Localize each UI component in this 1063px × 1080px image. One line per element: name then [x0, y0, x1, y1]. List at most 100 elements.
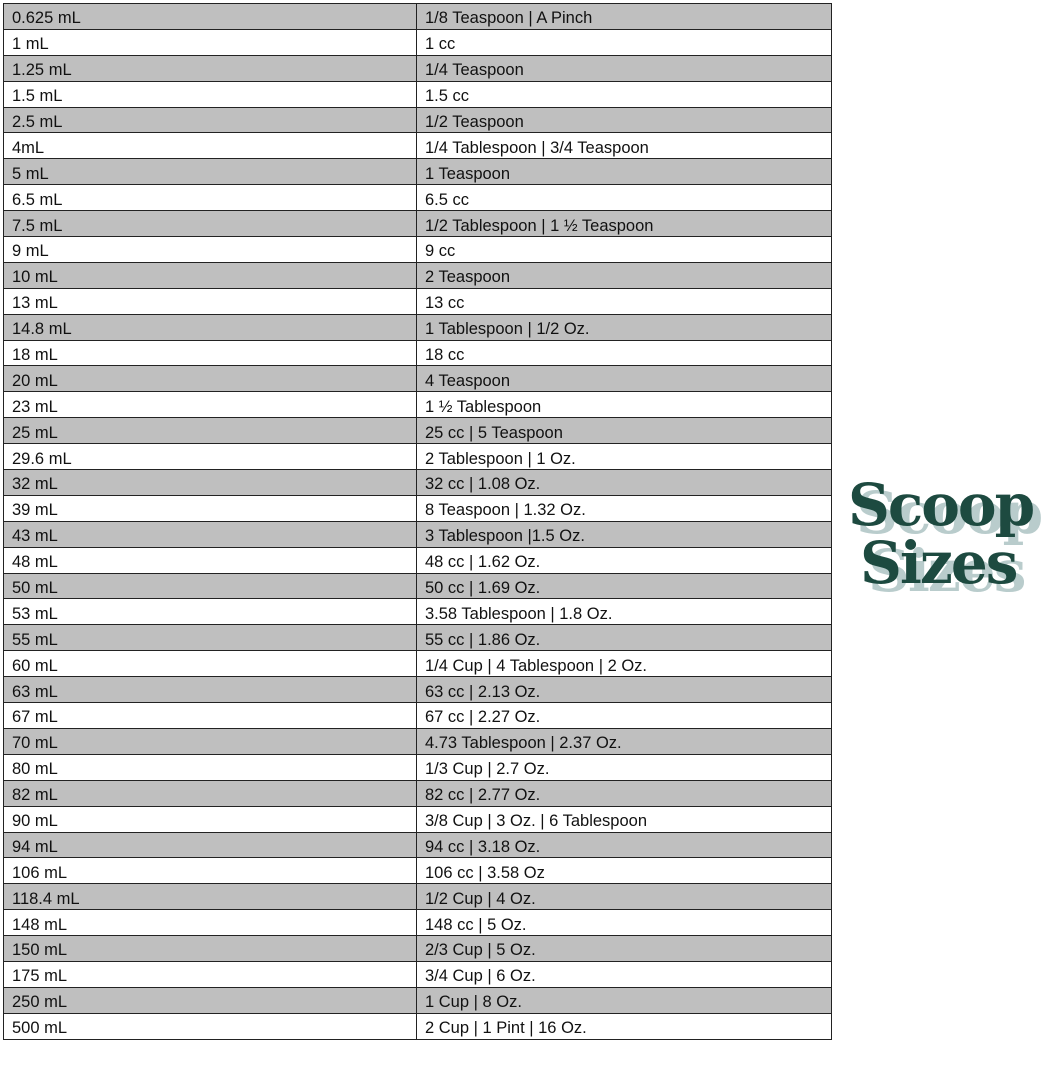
equivalent-cell: 1/8 Teaspoon | A Pinch — [416, 3, 832, 30]
table-row: 18 mL 18 cc — [3, 339, 832, 367]
equivalent-cell: 1/2 Cup | 4 Oz. — [416, 883, 832, 911]
volume-ml-cell: 148 mL — [3, 909, 417, 937]
equivalent-cell: 1/4 Tablespoon | 3/4 Teaspoon — [416, 132, 832, 160]
equivalent-cell: 1/4 Teaspoon — [416, 54, 832, 82]
table-row: 250 mL 1 Cup | 8 Oz. — [3, 986, 832, 1014]
table-row: 5 mL 1 Teaspoon — [3, 158, 832, 186]
volume-ml-cell: 23 mL — [3, 391, 417, 419]
volume-ml-cell: 4mL — [3, 132, 417, 160]
table-row: 60 mL 1/4 Cup | 4 Tablespoon | 2 Oz. — [3, 650, 832, 678]
equivalent-cell: 148 cc | 5 Oz. — [416, 909, 832, 937]
equivalent-cell: 1 Cup | 8 Oz. — [416, 986, 832, 1014]
table-row: 175 mL 3/4 Cup | 6 Oz. — [3, 960, 832, 988]
table-row: 63 mL 63 cc | 2.13 Oz. — [3, 676, 832, 704]
volume-ml-cell: 25 mL — [3, 417, 417, 445]
equivalent-cell: 1.5 cc — [416, 80, 832, 108]
equivalent-cell: 6.5 cc — [416, 184, 832, 212]
volume-ml-cell: 0.625 mL — [3, 3, 417, 30]
table-row: 53 mL 3.58 Tablespoon | 1.8 Oz. — [3, 598, 832, 626]
volume-ml-cell: 60 mL — [3, 650, 417, 678]
volume-ml-cell: 13 mL — [3, 287, 417, 315]
table-row: 6.5 mL 6.5 cc — [3, 184, 832, 212]
equivalent-cell: 1/3 Cup | 2.7 Oz. — [416, 753, 832, 781]
table-row: 43 mL 3 Tablespoon |1.5 Oz. — [3, 520, 832, 548]
table-row: 67 mL 67 cc | 2.27 Oz. — [3, 702, 832, 729]
volume-ml-cell: 1 mL — [3, 28, 417, 56]
table-row: 4mL 1/4 Tablespoon | 3/4 Teaspoon — [3, 132, 832, 160]
volume-ml-cell: 500 mL — [3, 1012, 417, 1040]
equivalent-cell: 2 Teaspoon — [416, 261, 832, 289]
equivalent-cell: 2 Tablespoon | 1 Oz. — [416, 443, 832, 471]
volume-ml-cell: 5 mL — [3, 158, 417, 186]
volume-ml-cell: 2.5 mL — [3, 106, 417, 134]
logo-line-2: Sizes — [860, 529, 1018, 597]
volume-ml-cell: 1.25 mL — [3, 54, 417, 82]
table-row: 1.5 mL 1.5 cc — [3, 80, 832, 108]
table-row: 80 mL 1/3 Cup | 2.7 Oz. — [3, 753, 832, 781]
equivalent-cell: 1/2 Tablespoon | 1 ½ Teaspoon — [416, 210, 832, 238]
volume-ml-cell: 48 mL — [3, 546, 417, 574]
equivalent-cell: 9 cc — [416, 236, 832, 263]
volume-ml-cell: 29.6 mL — [3, 443, 417, 471]
table-row: 0.625 mL 1/8 Teaspoon | A Pinch — [3, 3, 832, 30]
volume-ml-cell: 50 mL — [3, 572, 417, 600]
volume-ml-cell: 82 mL — [3, 779, 417, 807]
scoop-sizes-logo: Scoop Sizes — [846, 474, 1061, 609]
volume-ml-cell: 80 mL — [3, 753, 417, 781]
table-row: 9 mL 9 cc — [3, 236, 832, 263]
table-row: 50 mL 50 cc | 1.69 Oz. — [3, 572, 832, 600]
equivalent-cell: 67 cc | 2.27 Oz. — [416, 702, 832, 729]
table-row: 1 mL 1 cc — [3, 28, 832, 56]
table-row: 150 mL 2/3 Cup | 5 Oz. — [3, 935, 832, 962]
equivalent-cell: 4 Teaspoon — [416, 365, 832, 393]
volume-ml-cell: 150 mL — [3, 935, 417, 962]
table-row: 20 mL 4 Teaspoon — [3, 365, 832, 393]
volume-ml-cell: 14.8 mL — [3, 313, 417, 341]
table-row: 25 mL 25 cc | 5 Teaspoon — [3, 417, 832, 445]
table-row: 10 mL 2 Teaspoon — [3, 261, 832, 289]
table-row: 90 mL 3/8 Cup | 3 Oz. | 6 Tablespoon — [3, 805, 832, 833]
equivalent-cell: 48 cc | 1.62 Oz. — [416, 546, 832, 574]
volume-ml-cell: 67 mL — [3, 702, 417, 729]
table-row: 94 mL 94 cc | 3.18 Oz. — [3, 831, 832, 859]
table-row: 55 mL 55 cc | 1.86 Oz. — [3, 624, 832, 652]
equivalent-cell: 3/8 Cup | 3 Oz. | 6 Tablespoon — [416, 805, 832, 833]
equivalent-cell: 32 cc | 1.08 Oz. — [416, 469, 832, 496]
volume-ml-cell: 250 mL — [3, 986, 417, 1014]
volume-ml-cell: 175 mL — [3, 960, 417, 988]
table-row: 148 mL 148 cc | 5 Oz. — [3, 909, 832, 937]
table-row: 7.5 mL 1/2 Tablespoon | 1 ½ Teaspoon — [3, 210, 832, 238]
table-row: 82 mL 82 cc | 2.77 Oz. — [3, 779, 832, 807]
volume-ml-cell: 1.5 mL — [3, 80, 417, 108]
equivalent-cell: 1 cc — [416, 28, 832, 56]
equivalent-cell: 3 Tablespoon |1.5 Oz. — [416, 520, 832, 548]
equivalent-cell: 25 cc | 5 Teaspoon — [416, 417, 832, 445]
table-row: 1.25 mL 1/4 Teaspoon — [3, 54, 832, 82]
equivalent-cell: 1 Tablespoon | 1/2 Oz. — [416, 313, 832, 341]
volume-ml-cell: 70 mL — [3, 727, 417, 755]
table-row: 70 mL 4.73 Tablespoon | 2.37 Oz. — [3, 727, 832, 755]
equivalent-cell: 50 cc | 1.69 Oz. — [416, 572, 832, 600]
volume-ml-cell: 94 mL — [3, 831, 417, 859]
volume-ml-cell: 6.5 mL — [3, 184, 417, 212]
equivalent-cell: 4.73 Tablespoon | 2.37 Oz. — [416, 727, 832, 755]
volume-ml-cell: 43 mL — [3, 520, 417, 548]
table-row: 39 mL 8 Teaspoon | 1.32 Oz. — [3, 494, 832, 522]
volume-ml-cell: 10 mL — [3, 261, 417, 289]
table-row: 118.4 mL 1/2 Cup | 4 Oz. — [3, 883, 832, 911]
table-row: 13 mL 13 cc — [3, 287, 832, 315]
table-row: 14.8 mL 1 Tablespoon | 1/2 Oz. — [3, 313, 832, 341]
table-row: 23 mL 1 ½ Tablespoon — [3, 391, 832, 419]
table-row: 48 mL 48 cc | 1.62 Oz. — [3, 546, 832, 574]
table-row: 500 mL 2 Cup | 1 Pint | 16 Oz. — [3, 1012, 832, 1040]
equivalent-cell: 1/4 Cup | 4 Tablespoon | 2 Oz. — [416, 650, 832, 678]
logo-line-1: Scoop — [848, 471, 1035, 539]
volume-ml-cell: 7.5 mL — [3, 210, 417, 238]
scoop-size-table: 0.625 mL 1/8 Teaspoon | A Pinch 1 mL 1 cc 1.… — [3, 3, 832, 1040]
volume-ml-cell: 9 mL — [3, 236, 417, 263]
equivalent-cell: 13 cc — [416, 287, 832, 315]
equivalent-cell: 3.58 Tablespoon | 1.8 Oz. — [416, 598, 832, 626]
equivalent-cell: 1/2 Teaspoon — [416, 106, 832, 134]
volume-ml-cell: 118.4 mL — [3, 883, 417, 911]
table-row: 106 mL 106 cc | 3.58 Oz — [3, 857, 832, 885]
